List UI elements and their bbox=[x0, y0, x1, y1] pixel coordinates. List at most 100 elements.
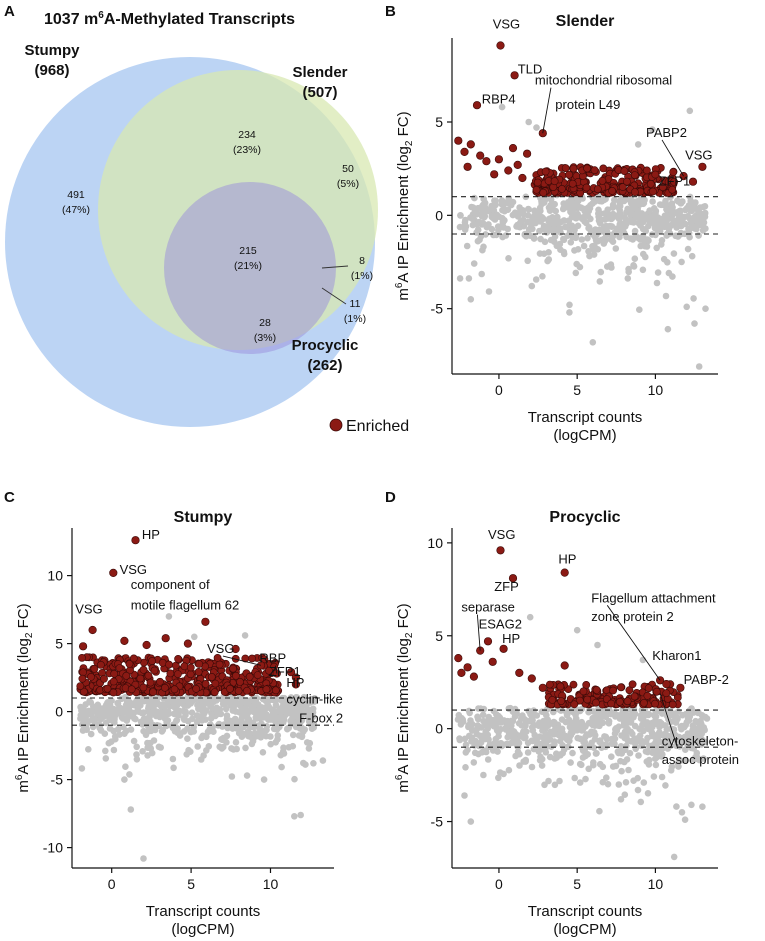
background-point bbox=[626, 749, 634, 757]
background-point bbox=[465, 275, 473, 282]
enriched-point bbox=[229, 664, 237, 673]
background-point bbox=[148, 749, 156, 757]
enriched-point bbox=[201, 617, 210, 626]
background-point bbox=[595, 210, 602, 217]
background-point bbox=[572, 234, 579, 242]
background-point bbox=[242, 744, 249, 752]
background-point bbox=[691, 225, 699, 232]
background-point bbox=[241, 632, 249, 639]
venn-region-stumpy-procyclic: 28 (3%) bbox=[254, 317, 276, 344]
background-point bbox=[495, 774, 502, 782]
background-point bbox=[180, 728, 188, 735]
background-point bbox=[516, 204, 523, 211]
background-point bbox=[578, 761, 585, 769]
background-point bbox=[679, 198, 686, 205]
enriched-point bbox=[170, 685, 179, 694]
background-point bbox=[194, 743, 201, 750]
background-point bbox=[547, 196, 555, 203]
background-point bbox=[658, 720, 665, 727]
background-point bbox=[485, 288, 493, 295]
background-point bbox=[583, 219, 590, 227]
background-point bbox=[618, 767, 625, 775]
background-point bbox=[611, 229, 618, 236]
x-axis-label: Transcript counts bbox=[528, 903, 643, 920]
background-point bbox=[123, 727, 130, 735]
annotation-label: ZFP1 bbox=[659, 174, 691, 189]
annotation-label: ZFP1 bbox=[269, 664, 301, 679]
venn-pct: (1%) bbox=[344, 313, 366, 325]
background-point bbox=[599, 778, 607, 786]
background-point bbox=[630, 262, 637, 269]
enriched-point bbox=[125, 660, 134, 668]
background-point bbox=[537, 753, 544, 761]
background-point bbox=[274, 732, 282, 739]
background-point bbox=[461, 219, 469, 226]
background-point bbox=[658, 773, 666, 781]
background-point bbox=[632, 740, 639, 748]
background-point bbox=[220, 743, 227, 751]
background-point bbox=[300, 728, 307, 735]
enriched-point bbox=[625, 686, 634, 695]
background-point bbox=[623, 756, 631, 763]
venn-count: 50 bbox=[342, 163, 354, 175]
background-point bbox=[509, 727, 517, 735]
background-point bbox=[670, 853, 678, 861]
background-point bbox=[695, 363, 703, 370]
background-point bbox=[121, 776, 128, 783]
background-point bbox=[608, 735, 616, 743]
enriched-point bbox=[568, 179, 577, 188]
enriched-point bbox=[241, 654, 250, 663]
background-point bbox=[293, 694, 301, 701]
enriched-point bbox=[494, 155, 504, 164]
enriched-point bbox=[476, 151, 485, 160]
background-point bbox=[592, 237, 600, 244]
background-point bbox=[664, 325, 672, 333]
enriched-point bbox=[618, 183, 627, 191]
background-point bbox=[563, 711, 571, 719]
background-point bbox=[684, 741, 691, 748]
background-point bbox=[596, 807, 603, 815]
enriched-point bbox=[599, 164, 608, 173]
annotation-leader bbox=[661, 139, 684, 177]
background-point bbox=[620, 719, 628, 727]
background-point bbox=[597, 268, 605, 276]
background-point bbox=[130, 701, 137, 709]
background-point bbox=[462, 741, 470, 749]
enriched-point bbox=[194, 668, 203, 676]
background-point bbox=[135, 697, 143, 705]
background-point bbox=[458, 714, 465, 722]
background-point bbox=[596, 760, 604, 768]
background-point bbox=[490, 231, 497, 239]
background-point bbox=[499, 233, 506, 241]
annotation-label: VSG bbox=[207, 641, 234, 656]
background-point bbox=[303, 739, 311, 746]
venn-count: 11 bbox=[350, 298, 361, 310]
background-point bbox=[525, 118, 532, 126]
background-point bbox=[155, 722, 163, 730]
background-point bbox=[513, 223, 520, 230]
enriched-point bbox=[593, 185, 602, 194]
enriched-point bbox=[527, 674, 536, 683]
background-point bbox=[482, 748, 490, 756]
enriched-point bbox=[460, 147, 469, 156]
background-point bbox=[495, 732, 502, 740]
background-point bbox=[574, 734, 581, 742]
background-point bbox=[658, 237, 666, 244]
enriched-points bbox=[454, 546, 685, 709]
background-point bbox=[157, 744, 164, 751]
y-axis-label: m6A IP Enrichment (log2 FC) bbox=[394, 603, 415, 792]
background-point bbox=[477, 233, 485, 240]
annotation-label: cytoskeleton- bbox=[662, 733, 739, 748]
background-point bbox=[574, 222, 582, 230]
background-point bbox=[575, 203, 582, 210]
annotation-label: mitochondrial ribosomal bbox=[535, 73, 672, 88]
background-point bbox=[542, 707, 549, 715]
annotation-leader bbox=[606, 605, 661, 681]
enriched-point bbox=[550, 177, 559, 186]
background-point bbox=[628, 711, 635, 718]
background-point bbox=[582, 775, 589, 783]
background-point bbox=[148, 709, 156, 716]
enriched-point bbox=[76, 682, 85, 690]
enriched-point bbox=[291, 680, 301, 689]
